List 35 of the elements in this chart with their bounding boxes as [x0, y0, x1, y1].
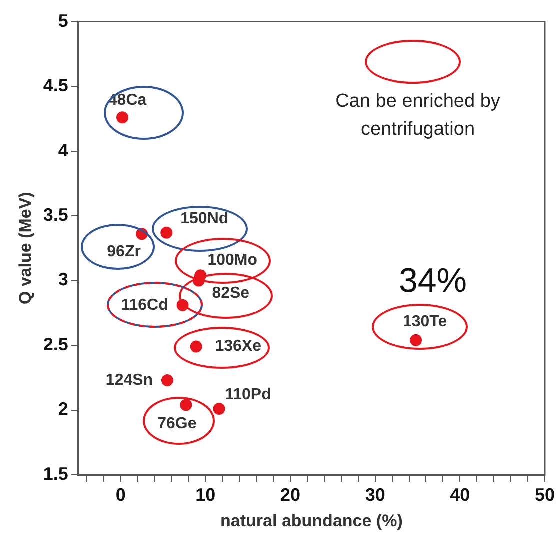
y-tick-label: 4: [58, 140, 68, 160]
annotation: 96Zr: [107, 244, 141, 261]
point: [180, 399, 192, 412]
annotation: Can be enriched by centrifugation: [334, 90, 502, 142]
y-tick-label: 2: [58, 399, 68, 420]
y-tick-label: 2.5: [43, 334, 68, 354]
y-tick-label: 1.5: [43, 464, 68, 484]
point: [410, 334, 422, 346]
point: [190, 340, 202, 353]
x-axis-title: natural abundance (%): [220, 511, 403, 530]
annotation: 136Xe: [215, 338, 262, 356]
x-tick-label: 10: [196, 484, 216, 505]
y-tick-label: 4.5: [43, 76, 68, 96]
annotation: 130Te: [402, 314, 448, 331]
x-tick-label: 40: [450, 484, 470, 505]
annotation: 116Cd: [121, 296, 168, 314]
annotation: 110Pd: [225, 386, 272, 404]
point: [160, 226, 173, 239]
y-tick-label: 3: [58, 270, 68, 290]
point: [161, 374, 174, 386]
x-tick-label: 30: [365, 484, 386, 505]
annotation: 124Sn: [106, 372, 154, 389]
x-tick-label: 20: [280, 484, 301, 505]
point: [116, 112, 129, 124]
y-tick-label: 3.5: [43, 204, 68, 225]
x-tick-label: 0: [116, 484, 126, 505]
annotation: 150Nd: [180, 210, 229, 228]
annotation: 82Se: [212, 285, 250, 302]
annotation: 76Ge: [158, 415, 197, 432]
x-tick-label: 50: [534, 484, 556, 505]
point: [213, 402, 226, 415]
y-tick-label: 5: [58, 10, 68, 31]
annotation: 100Mo: [208, 252, 258, 269]
annotation: 34%: [398, 262, 468, 301]
y-axis-title: Q value (MeV): [16, 192, 35, 305]
